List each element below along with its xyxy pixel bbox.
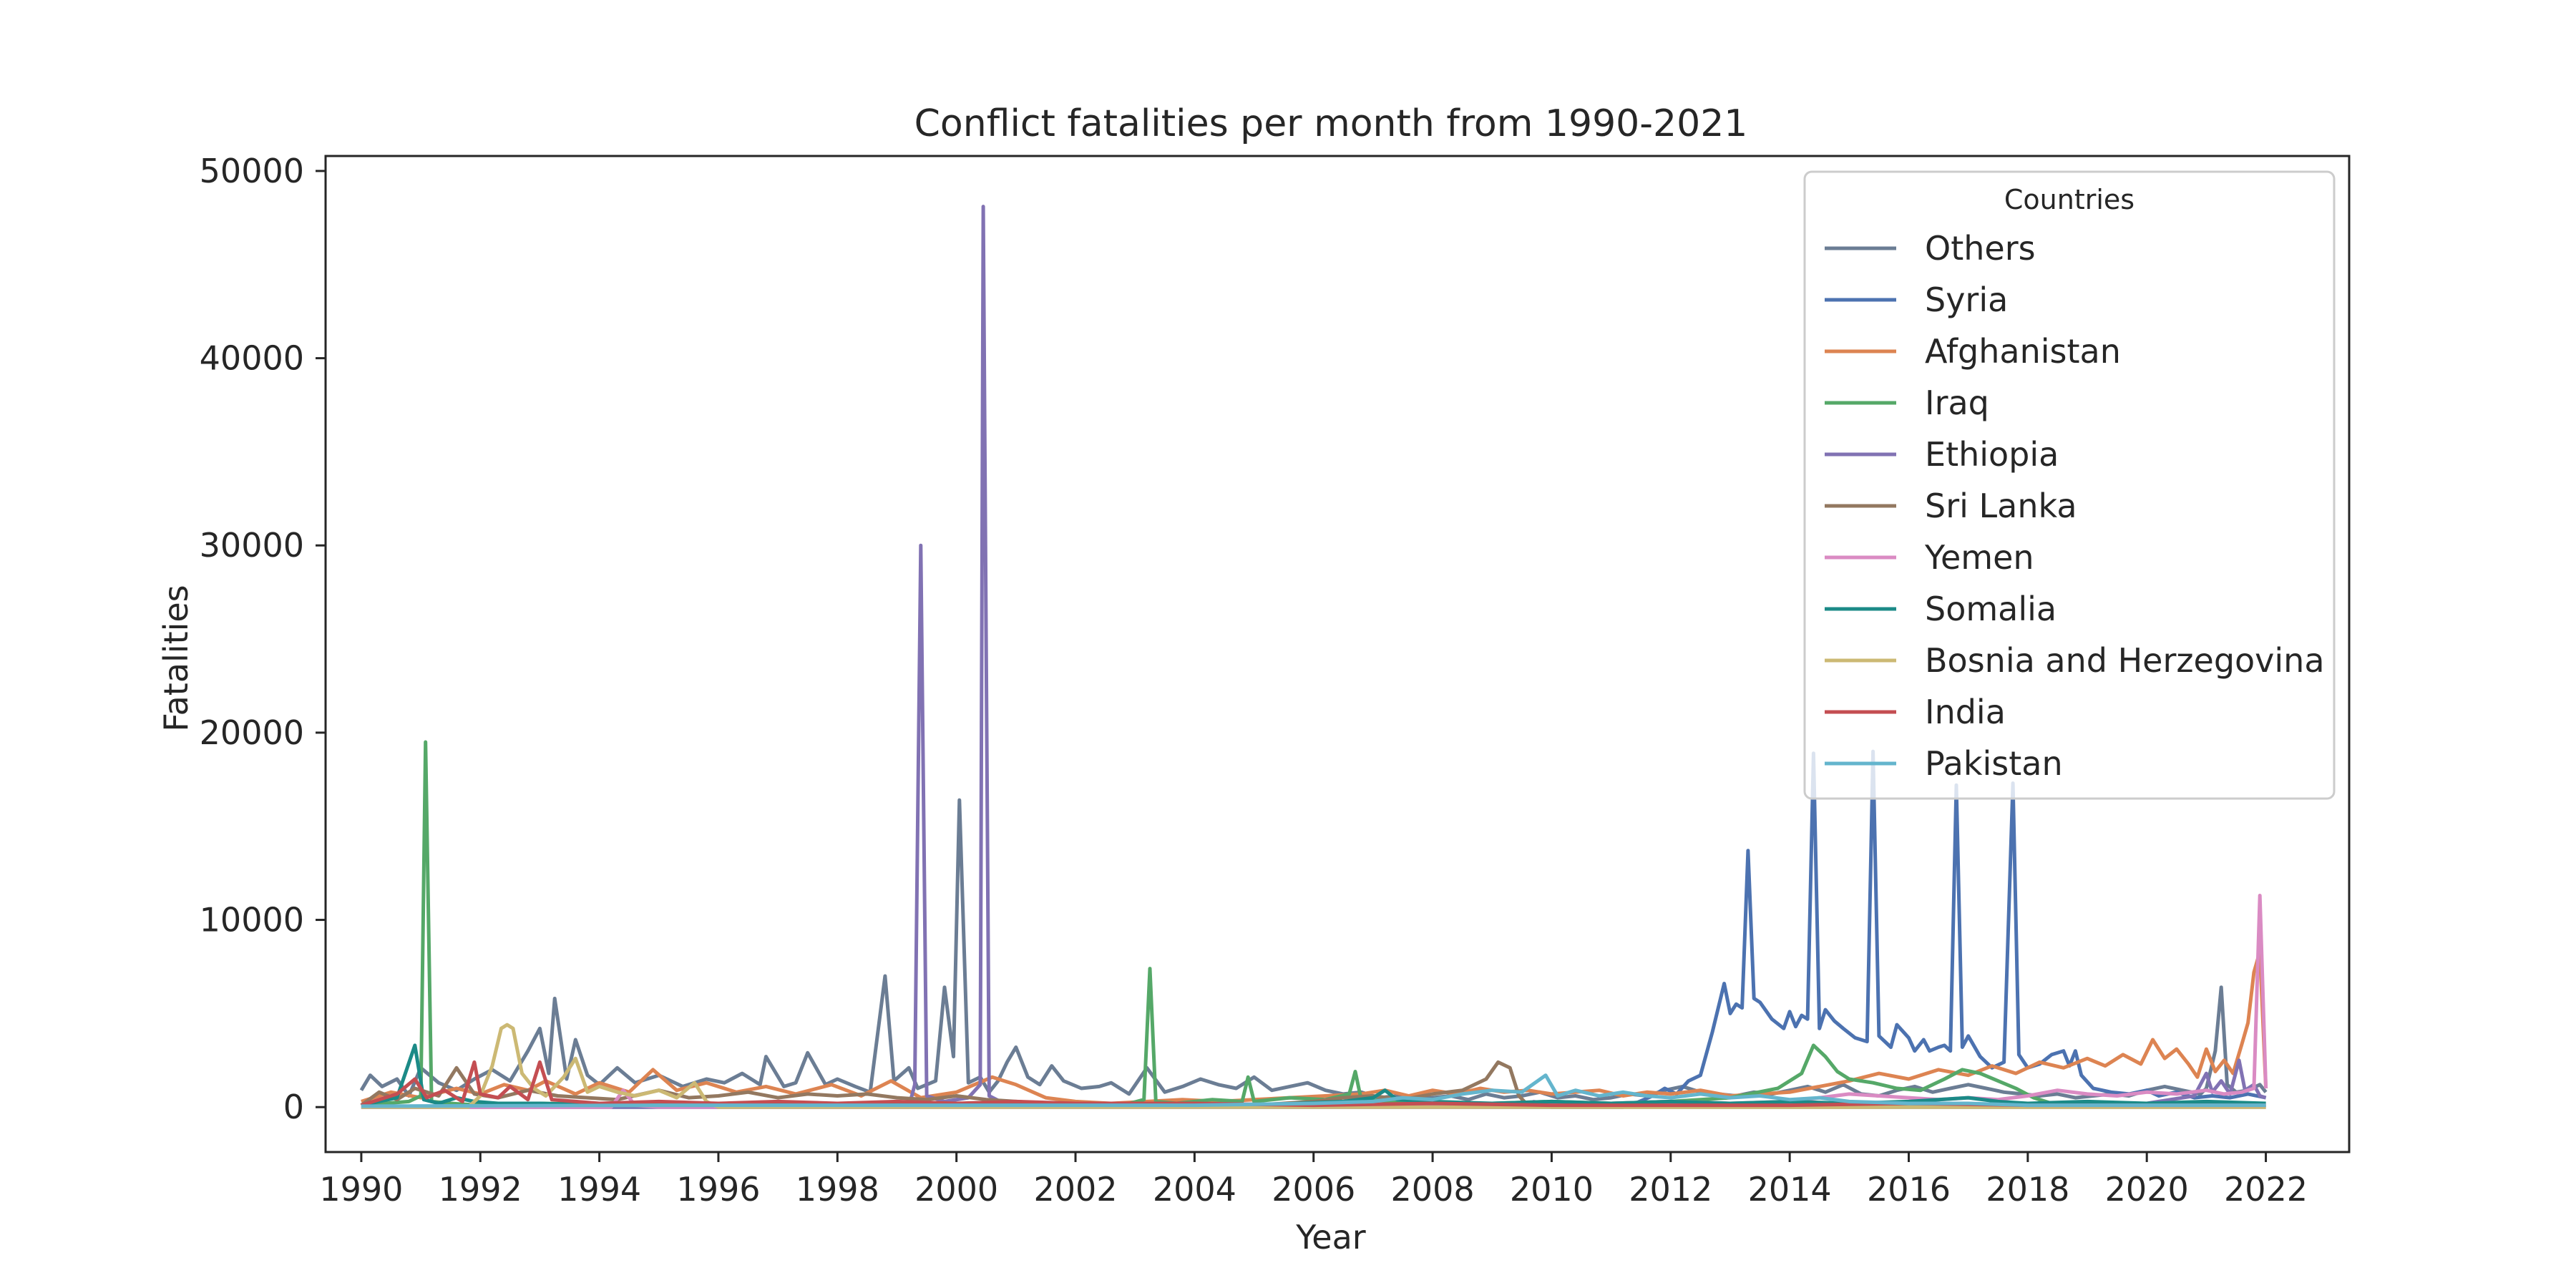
x-tick-label: 2006 bbox=[1272, 1170, 1355, 1209]
legend-label-others: Others bbox=[1925, 229, 2036, 268]
legend-title: Countries bbox=[2004, 184, 2135, 215]
y-tick-label: 30000 bbox=[200, 526, 304, 565]
legend-label-ethiopia: Ethiopia bbox=[1925, 435, 2059, 474]
x-tick-label: 2012 bbox=[1629, 1170, 1712, 1209]
legend-label-afghanistan: Afghanistan bbox=[1925, 332, 2121, 371]
x-tick-label: 2016 bbox=[1867, 1170, 1951, 1209]
y-tick-label: 20000 bbox=[200, 713, 304, 752]
x-axis-label: Year bbox=[1295, 1218, 1365, 1257]
x-tick-label: 2002 bbox=[1033, 1170, 1117, 1209]
legend-label-iraq: Iraq bbox=[1925, 384, 1989, 422]
y-tick-label: 40000 bbox=[200, 339, 304, 378]
y-tick-label: 0 bbox=[283, 1088, 304, 1126]
x-tick-label: 1996 bbox=[676, 1170, 760, 1209]
legend-label-pakistan: Pakistan bbox=[1925, 744, 2063, 783]
x-tick-label: 2020 bbox=[2105, 1170, 2189, 1209]
plot-frame bbox=[324, 155, 2351, 1153]
legend-label-india: India bbox=[1925, 693, 2006, 731]
x-tick-label: 2008 bbox=[1391, 1170, 1475, 1209]
series-layer bbox=[359, 205, 2268, 1109]
y-tick-label: 10000 bbox=[200, 901, 304, 940]
x-tick-label: 1998 bbox=[796, 1170, 879, 1209]
legend-box bbox=[1803, 170, 2336, 800]
series-line-syria bbox=[361, 749, 2267, 1109]
x-tick-label: 2014 bbox=[1748, 1170, 1832, 1209]
plot-area bbox=[324, 155, 2351, 1153]
x-tick-label: 1994 bbox=[557, 1170, 641, 1209]
y-axis-label: Fatalities bbox=[157, 585, 195, 731]
x-tick-label: 2022 bbox=[2224, 1170, 2308, 1209]
legend-label-sri-lanka: Sri Lanka bbox=[1925, 487, 2077, 525]
legend: Countries Others Syria Afghanistan Iraq Ethi… bbox=[1803, 170, 2336, 800]
y-tick-label: 50000 bbox=[200, 152, 304, 190]
x-tick-label: 2000 bbox=[914, 1170, 998, 1209]
legend-label-syria: Syria bbox=[1925, 280, 2008, 319]
legend-items: Others Syria Afghanistan Iraq Ethiopia Sri La… bbox=[1825, 229, 2325, 783]
series-line-india bbox=[361, 1060, 2266, 1108]
x-axis: 1990 1992 1994 1996 1998 2000 2002 2004 2006 2008… bbox=[319, 1152, 2308, 1209]
legend-label-somalia: Somalia bbox=[1925, 590, 2057, 628]
legend-label-bosnia-and-herzegovina: Bosnia and Herzegovina bbox=[1925, 641, 2325, 680]
x-tick-label: 1992 bbox=[439, 1170, 522, 1209]
x-tick-label: 2018 bbox=[1986, 1170, 2069, 1209]
series-line-pakistan bbox=[361, 1073, 2266, 1108]
series-line-bosnia-and-herzegovina bbox=[361, 1023, 2266, 1109]
legend-label-yemen: Yemen bbox=[1924, 538, 2034, 577]
x-tick-label: 2004 bbox=[1153, 1170, 1236, 1209]
x-tick-label: 1990 bbox=[319, 1170, 403, 1209]
y-axis: 0 10000 20000 30000 40000 50000 bbox=[200, 152, 326, 1126]
x-tick-label: 2010 bbox=[1510, 1170, 1594, 1209]
series-line-others bbox=[359, 798, 2268, 1102]
chart-title: Conflict fatalities per month from 1990-… bbox=[914, 102, 1748, 145]
